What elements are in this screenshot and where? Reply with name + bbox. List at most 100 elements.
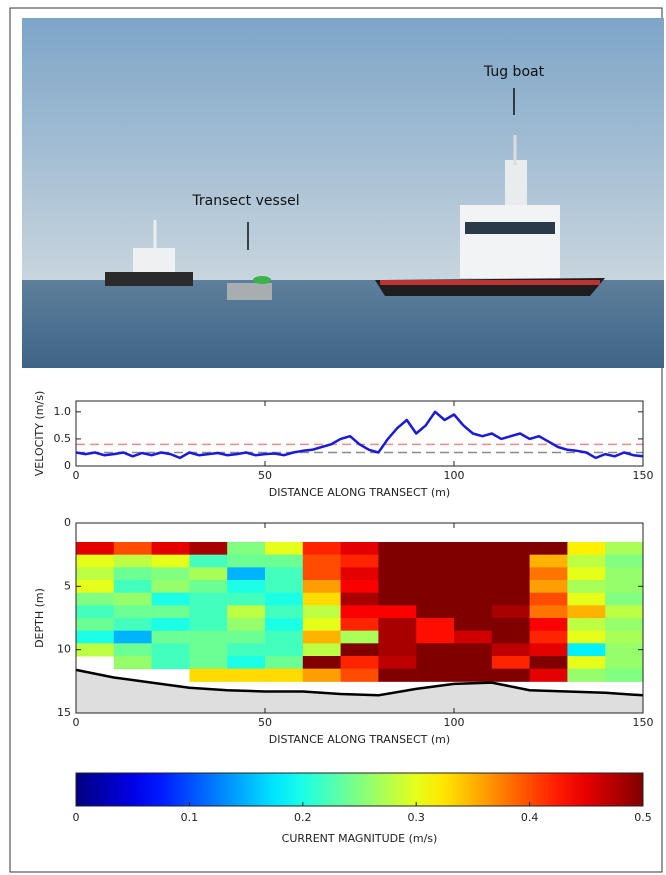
y-tick-label: 15 xyxy=(57,706,71,719)
heat-cell xyxy=(416,669,454,682)
heat-cell xyxy=(378,618,416,631)
heat-cell xyxy=(114,605,152,618)
heat-cell xyxy=(378,631,416,644)
heat-cell xyxy=(492,580,530,593)
heat-cell xyxy=(492,542,530,555)
heat-cell xyxy=(265,593,303,606)
heat-cell xyxy=(567,593,605,606)
heat-cell xyxy=(567,656,605,669)
heat-cell xyxy=(416,605,454,618)
x-tick-label: 100 xyxy=(444,469,465,482)
y-tick-label: 10 xyxy=(57,643,71,656)
canopy xyxy=(253,276,271,284)
colorbar-tick-label: 0.1 xyxy=(181,811,199,824)
heat-cell xyxy=(152,567,190,580)
heat-cell xyxy=(454,656,492,669)
sky xyxy=(22,18,664,283)
heat-cell xyxy=(454,669,492,682)
heat-cell xyxy=(605,580,643,593)
transect-vessel xyxy=(227,283,272,300)
heat-cell xyxy=(265,580,303,593)
heat-cell xyxy=(416,580,454,593)
heat-cell xyxy=(114,631,152,644)
x-axis-label: DISTANCE ALONG TRANSECT (m) xyxy=(269,486,450,499)
heat-cell xyxy=(341,580,379,593)
heat-cell xyxy=(265,656,303,669)
heat-cell xyxy=(454,631,492,644)
heat-cell xyxy=(416,593,454,606)
heat-cell xyxy=(227,593,265,606)
heat-cell xyxy=(265,555,303,568)
heat-cell xyxy=(567,669,605,682)
heat-cell xyxy=(378,593,416,606)
heat-cell xyxy=(567,580,605,593)
tug-windows xyxy=(465,222,555,234)
heat-cell xyxy=(189,618,227,631)
colorbar-tick-label: 0.4 xyxy=(521,811,539,824)
heat-cell xyxy=(152,542,190,555)
heat-cell xyxy=(341,643,379,656)
heat-cell xyxy=(605,605,643,618)
heat-cell xyxy=(114,580,152,593)
heat-cell xyxy=(227,555,265,568)
heat-cell xyxy=(227,605,265,618)
x-tick-label: 50 xyxy=(258,469,272,482)
heat-cell xyxy=(454,593,492,606)
heat-cell xyxy=(189,656,227,669)
heat-cell xyxy=(492,669,530,682)
heat-cell xyxy=(303,580,341,593)
heat-cell xyxy=(152,555,190,568)
heat-cell xyxy=(114,555,152,568)
heat-cell xyxy=(265,618,303,631)
heat-cell xyxy=(454,580,492,593)
heat-cell xyxy=(303,567,341,580)
figure: Tug boat Transect vessel 05010015000.51.… xyxy=(0,0,666,875)
heat-cell xyxy=(378,656,416,669)
y-tick-label: 0.5 xyxy=(54,432,72,445)
heat-cell xyxy=(227,580,265,593)
heat-cell xyxy=(378,605,416,618)
heat-cell xyxy=(567,555,605,568)
heat-cell xyxy=(76,631,114,644)
heat-cell xyxy=(454,618,492,631)
heat-cell xyxy=(567,631,605,644)
heat-cell xyxy=(341,567,379,580)
heat-cell xyxy=(530,580,568,593)
heat-cell xyxy=(530,631,568,644)
x-tick-label: 100 xyxy=(444,716,465,729)
heat-cell xyxy=(416,618,454,631)
heat-cell xyxy=(265,669,303,682)
heat-cell xyxy=(227,542,265,555)
heat-cell xyxy=(378,580,416,593)
heat-cell xyxy=(189,593,227,606)
x-tick-label: 0 xyxy=(73,469,80,482)
y-tick-label: 0 xyxy=(64,459,71,472)
heat-cell xyxy=(605,643,643,656)
heat-cell xyxy=(378,555,416,568)
colorbar-tick-label: 0.3 xyxy=(407,811,425,824)
heat-cell xyxy=(227,656,265,669)
heat-cell xyxy=(416,542,454,555)
heat-cell xyxy=(567,605,605,618)
photo-label: Transect vessel xyxy=(191,193,299,209)
heat-cell xyxy=(378,643,416,656)
heat-cell xyxy=(530,643,568,656)
plot-frame xyxy=(76,401,643,466)
heat-cell xyxy=(530,605,568,618)
heat-cell xyxy=(341,605,379,618)
heat-cell xyxy=(492,567,530,580)
heat-cell xyxy=(189,631,227,644)
heat-cell xyxy=(341,555,379,568)
y-axis-label: VELOCITY (m/s) xyxy=(33,391,46,476)
heat-cell xyxy=(152,656,190,669)
heat-cell xyxy=(530,567,568,580)
heat-cell xyxy=(341,542,379,555)
heat-cell xyxy=(341,618,379,631)
heat-cell xyxy=(303,605,341,618)
heat-cell xyxy=(114,643,152,656)
heat-cell xyxy=(189,580,227,593)
x-tick-label: 150 xyxy=(633,469,654,482)
heat-cell xyxy=(303,593,341,606)
heat-cell xyxy=(605,669,643,682)
heat-cell xyxy=(341,593,379,606)
